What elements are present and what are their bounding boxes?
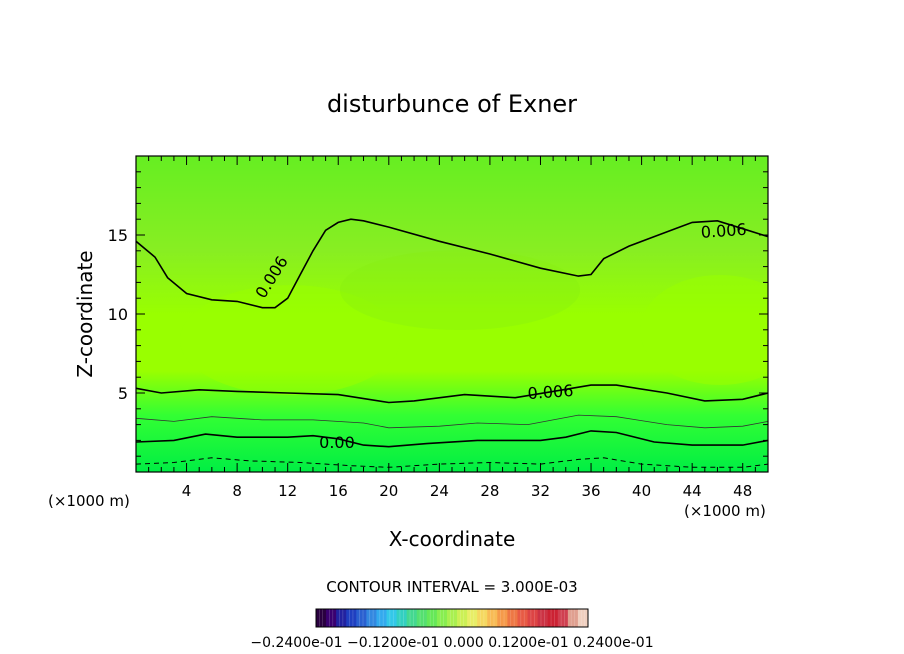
x-tick-label: 20 (379, 482, 398, 500)
y-tick-label: 15 (108, 226, 128, 245)
x-tick-label: 16 (329, 482, 348, 500)
colorbar-segment (567, 609, 579, 627)
colorbar-frame (315, 608, 589, 628)
x-tick-label: 36 (581, 482, 600, 500)
colorbar-segment (376, 609, 387, 627)
fill-patch (180, 285, 400, 395)
colorbar-segment (336, 609, 347, 627)
contour-line (136, 218, 768, 309)
y-axis-label: Z-coordinate (73, 250, 97, 377)
x-tick-label: 44 (683, 482, 702, 500)
contour-label: 0.006 (700, 220, 747, 242)
colorbar-segment (497, 609, 508, 627)
contour-interval-text: CONTOUR INTERVAL = 3.000E-03 (326, 578, 577, 596)
y-tick-label: 10 (108, 305, 128, 324)
colorbar-segment (517, 609, 528, 627)
colorbar-segment (547, 609, 559, 627)
y-axis: 5 10 15 (108, 171, 768, 457)
contour-line (136, 384, 768, 404)
colorbar-segment (416, 609, 428, 627)
x-unit-left: (×1000 m) (48, 492, 130, 510)
colorbar-segment (436, 609, 448, 627)
x-tick-label: 48 (733, 482, 752, 500)
colorbar-segment (326, 609, 337, 627)
chart-title: disturbunce of Exner (327, 90, 577, 118)
y-tick-label: 5 (118, 384, 128, 403)
x-axis-label: X-coordinate (389, 527, 516, 551)
colorbar (315, 608, 589, 628)
colorbar-segment (446, 609, 458, 627)
colorbar-segment (426, 609, 438, 627)
colorbar-segment (406, 609, 418, 627)
contour-line (136, 430, 768, 448)
x-axis: 4 8 12 16 20 24 28 32 36 40 44 48 (148, 156, 756, 500)
colorbar-segment (577, 609, 589, 627)
x-tick-label: 32 (531, 482, 550, 500)
colorbar-segment (386, 609, 397, 627)
x-tick-label: 12 (278, 482, 297, 500)
x-tick-label: 4 (182, 482, 192, 500)
colorbar-segment (467, 609, 478, 627)
x-tick-label: 28 (480, 482, 499, 500)
plot-area (136, 156, 768, 472)
contour-line (136, 414, 768, 429)
colorbar-segment (487, 609, 498, 627)
colorbar-segment (396, 609, 408, 627)
colorbar-segment (457, 609, 468, 627)
colorbar-segment (346, 609, 357, 627)
colorbar-labels: −0.2400e-01 −0.1200e-01 0.000 0.1200e-01… (250, 635, 653, 651)
contour-line (136, 457, 768, 468)
colorbar-segment (527, 609, 539, 627)
x-tick-label: 8 (232, 482, 242, 500)
contour-label: 0.006 (527, 381, 574, 403)
colorbar-segment (356, 609, 367, 627)
fill-patch (340, 250, 580, 330)
fill-patch (640, 275, 768, 385)
colorbar-segment (477, 609, 488, 627)
colorbar-segment (316, 609, 327, 627)
colorbar-segment (507, 609, 518, 627)
colorbar-segment (366, 609, 377, 627)
contour-lines (136, 218, 768, 468)
x-tick-label: 40 (632, 482, 651, 500)
x-unit-right: (×1000 m) (684, 502, 766, 520)
colorbar-segment (537, 609, 549, 627)
x-tick-label: 24 (430, 482, 449, 500)
colorbar-segment (557, 609, 569, 627)
contour-label: 0.00 (319, 433, 355, 452)
